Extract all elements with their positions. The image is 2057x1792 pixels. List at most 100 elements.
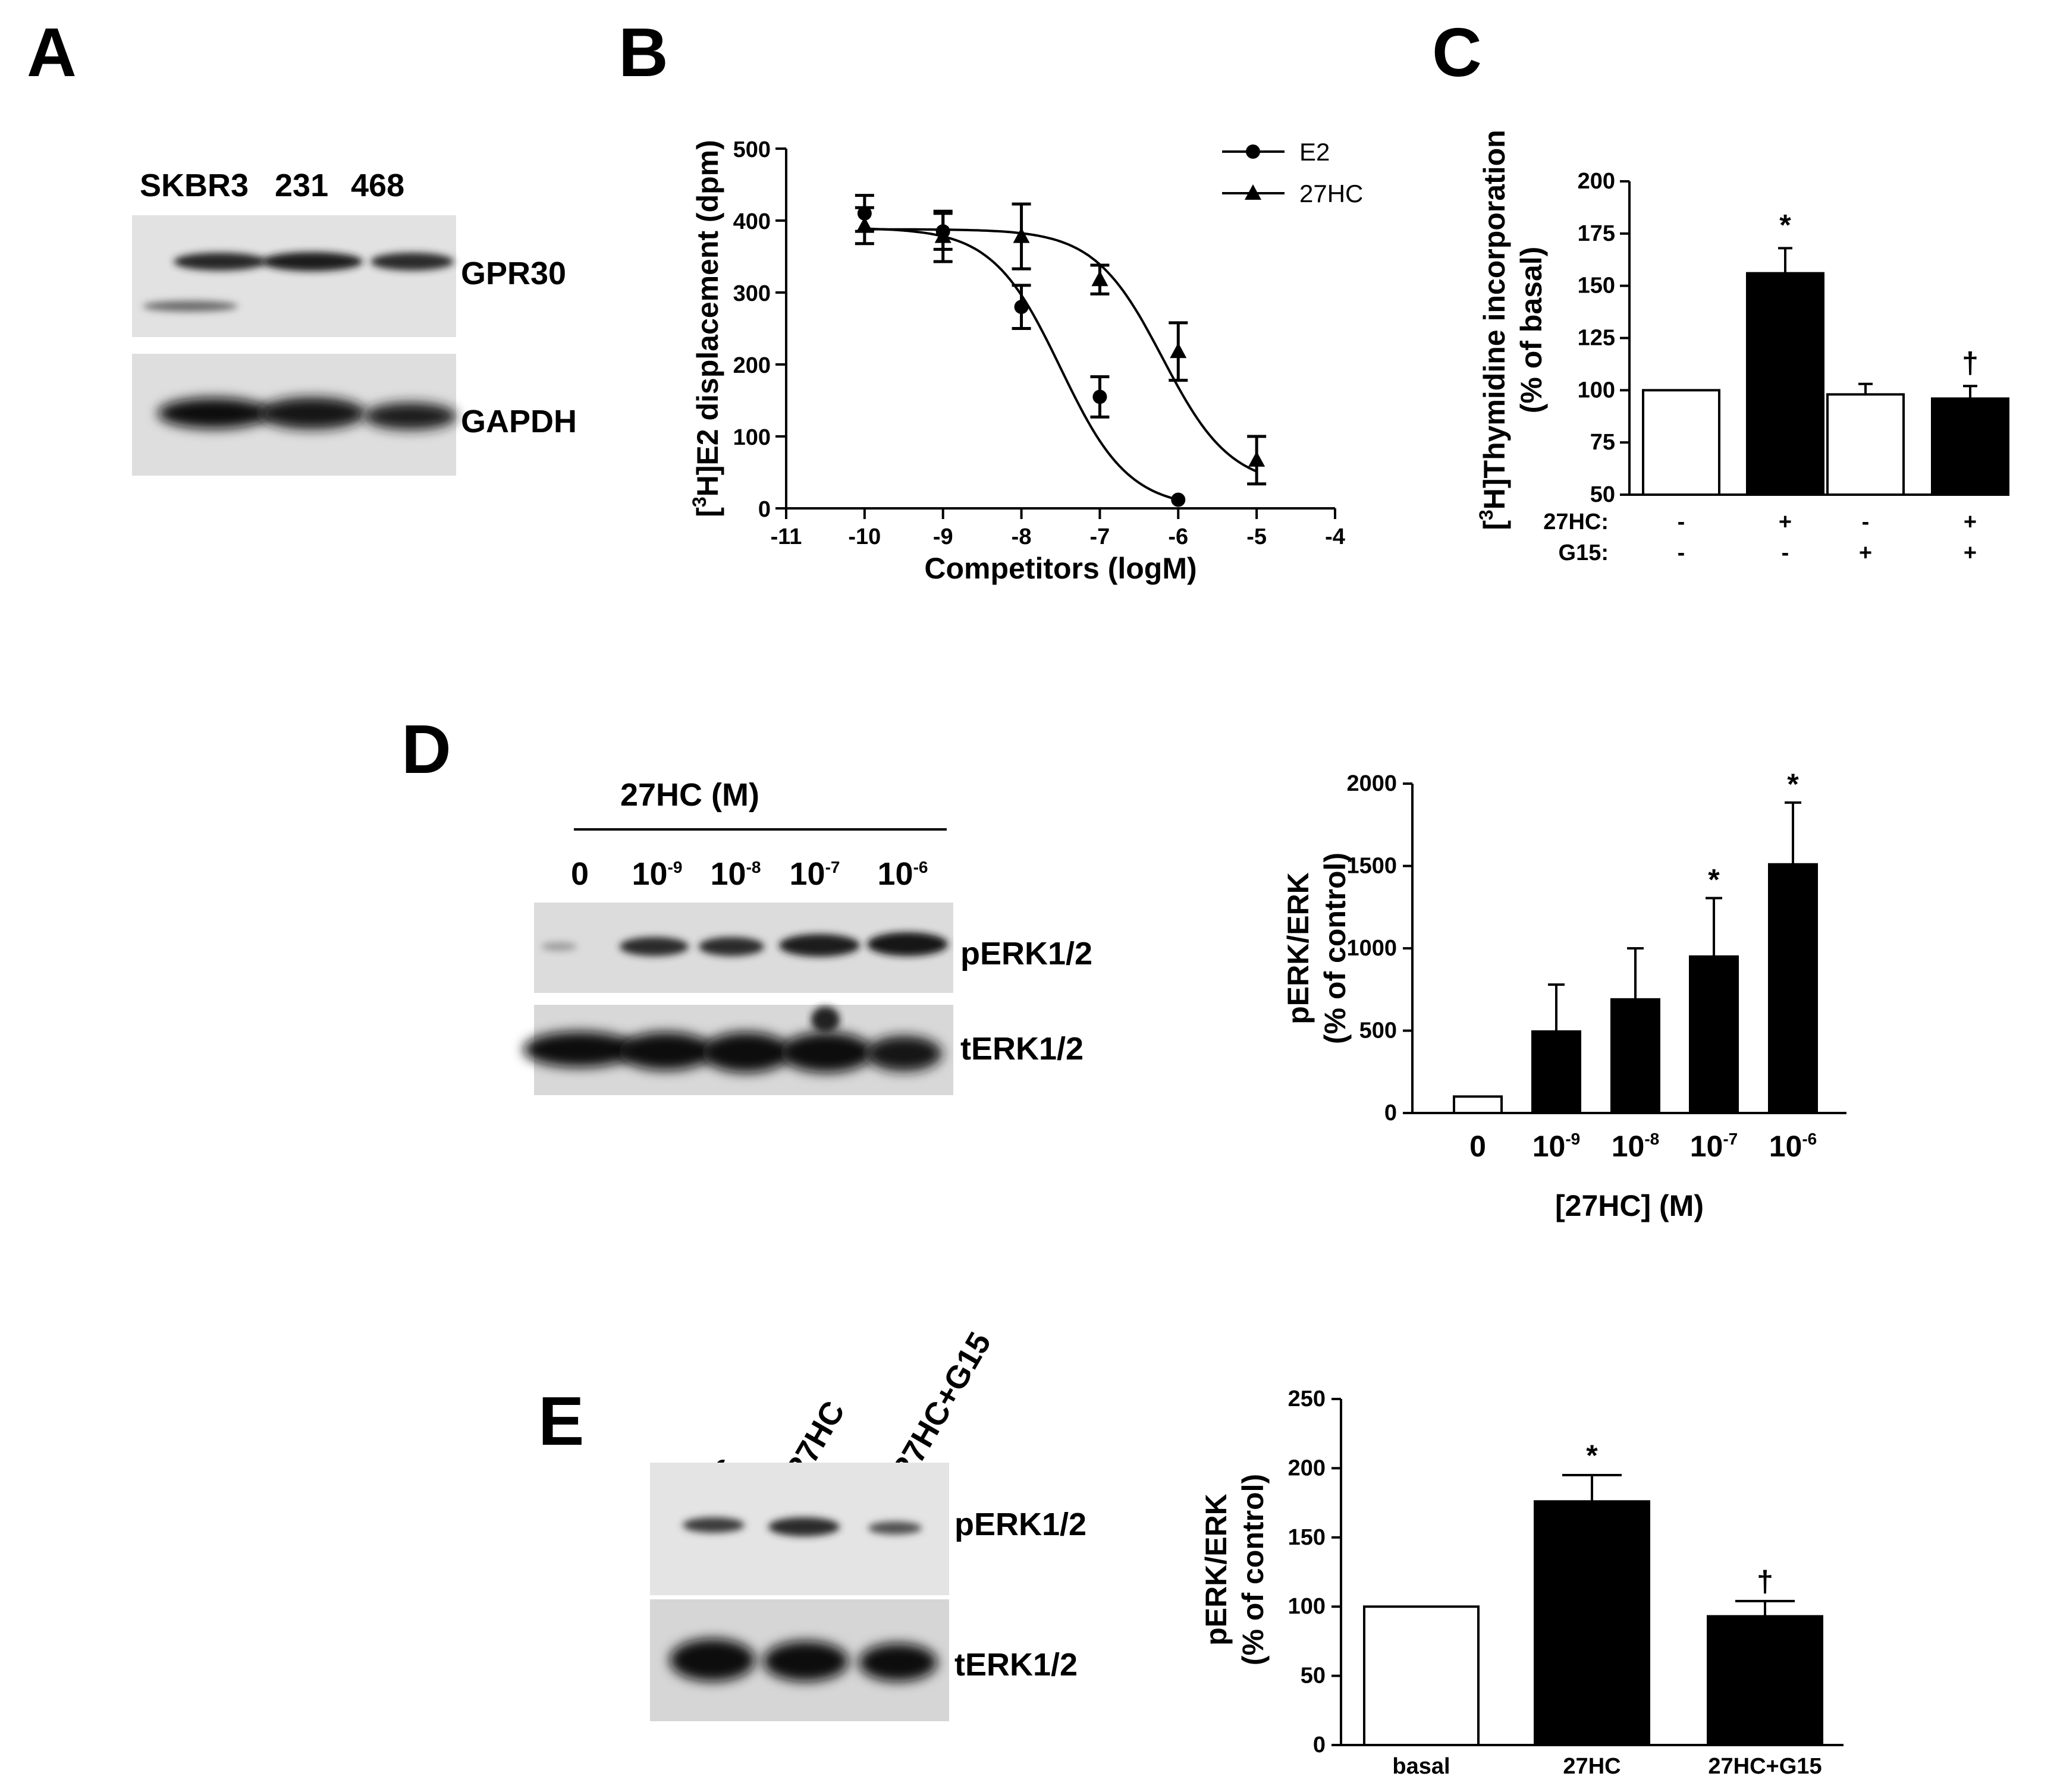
b-point-27hc <box>934 227 951 243</box>
d-y-tick-label: 1500 <box>1346 854 1397 879</box>
b-y-tick-label: 0 <box>758 497 771 522</box>
c-condition-mark: + <box>1779 510 1792 535</box>
e-bar <box>1534 1500 1650 1746</box>
d-y-axis-title-line1: pERK/ERK <box>1282 872 1315 1024</box>
lane-label-skbr3: SKBR3 <box>140 168 249 203</box>
lane-label-27hc-g15: 27HC+G15 <box>886 1326 998 1484</box>
c-condition-mark: - <box>1782 540 1789 565</box>
d-significance-mark: * <box>1708 863 1720 897</box>
band-label-gapdh: GAPDH <box>461 404 577 439</box>
b-fit-curve-27hc <box>864 228 1257 473</box>
b-legend-marker-e2 <box>1246 144 1260 159</box>
b-x-tick-label: -10 <box>848 524 881 549</box>
b-y-tick-label: 400 <box>733 209 771 234</box>
c-y-tick-label: 100 <box>1578 378 1615 403</box>
panel-letter-d: D <box>401 710 451 788</box>
d-x-tick-label: 10-6 <box>1769 1130 1817 1163</box>
c-condition-label: 27HC: <box>1543 510 1609 535</box>
e-y-tick-label: 250 <box>1288 1387 1326 1411</box>
panel-b: B 0 100 200 300 400 500 -11 -10 -9 -8 -7 -6 -5 -4 Comp… <box>618 14 1363 585</box>
d-y-tick-label: 1000 <box>1346 936 1397 961</box>
c-bar <box>1746 272 1824 496</box>
lane-label-231: 231 <box>275 168 328 203</box>
b-point-27hc <box>1091 271 1108 287</box>
e-significance-mark: † <box>1757 1565 1773 1598</box>
d-y-tick-label: 2000 <box>1346 771 1397 796</box>
b-x-tick-label: -7 <box>1090 524 1110 549</box>
blot-perk-d <box>534 903 953 993</box>
b-x-tick-label: -9 <box>933 524 953 549</box>
d-bar <box>1531 1030 1581 1115</box>
chart-e: 0 50 100 150 200 250 basal * 27HC † 27HC+G15 pERK/E… <box>1199 1387 1844 1779</box>
lane-label-d: 10-6 <box>878 856 928 892</box>
e-x-tick-label: 27HC+G15 <box>1708 1754 1822 1779</box>
lane-label-d: 10-9 <box>632 856 683 892</box>
b-x-tick-label: -8 <box>1012 524 1032 549</box>
blot-terk-e <box>650 1599 949 1721</box>
c-condition-mark: + <box>1964 540 1977 565</box>
b-x-axis-title: Competitors (logM) <box>924 552 1196 585</box>
panel-e: E c 27HC 27HC+G15 pERK1/2 tERK1/2 050100… <box>538 1326 1844 1779</box>
e-y-axis-title-line2: (% of control) <box>1236 1474 1270 1665</box>
d-bar <box>1453 1095 1503 1115</box>
c-y-axis-title-line2: (% of basal) <box>1515 247 1548 414</box>
treatment-header: 27HC (M) <box>620 777 759 813</box>
b-point-e2 <box>1092 389 1107 404</box>
c-y-tick-label: 200 <box>1578 169 1615 194</box>
panel-a: A SKBR3 231 468 GPR30 GAPDH <box>27 14 577 476</box>
band-label-perk-e: pERK1/2 <box>954 1507 1086 1542</box>
d-x-tick-label: 10-7 <box>1690 1130 1738 1163</box>
b-point-27hc <box>1013 227 1030 243</box>
lane-label-d: 10-7 <box>790 856 840 892</box>
b-y-axis-title: [3H]E2 displacement (dpm) <box>689 140 724 517</box>
b-y-tick-label: 200 <box>733 353 771 378</box>
c-bar <box>1931 397 2009 496</box>
b-y-tick-label: 100 <box>733 425 771 450</box>
b-y-tick-label: 300 <box>733 281 771 306</box>
e-bar <box>1707 1615 1823 1747</box>
b-x-tick-label: -4 <box>1325 524 1345 549</box>
c-condition-mark: + <box>1859 540 1872 565</box>
band-label-perk-d: pERK1/2 <box>960 936 1092 972</box>
b-point-27hc <box>1170 342 1187 359</box>
d-x-axis-title: [27HC] (M) <box>1555 1189 1704 1222</box>
c-y-axis-title-line1: [3H]Thymidine incorporation <box>1475 130 1511 530</box>
lane-label-d: 10-8 <box>711 856 761 892</box>
c-condition-mark: - <box>1678 510 1685 535</box>
blot-terk-d <box>523 1005 953 1095</box>
lane-label-468: 468 <box>351 168 404 203</box>
panel-c: C 50 75 100 125 150 175 200 * † 27HC: - + - + G15: - - + +… <box>1432 14 2009 565</box>
c-condition-mark: - <box>1678 540 1685 565</box>
d-y-tick-label: 0 <box>1384 1101 1397 1125</box>
blot-gapdh <box>132 354 457 476</box>
band-label-gpr30: GPR30 <box>461 256 566 291</box>
e-x-tick-label: basal <box>1392 1754 1450 1779</box>
band-label-terk-d: tERK1/2 <box>960 1031 1084 1067</box>
c-significance-mark: † <box>1962 346 1979 379</box>
c-y-tick-label: 75 <box>1590 430 1615 455</box>
panel-letter-a: A <box>27 14 77 91</box>
lane-label-d: 0 <box>571 856 589 892</box>
d-y-axis-title-line2: (% of control) <box>1318 853 1352 1044</box>
c-significance-mark: * <box>1779 208 1791 241</box>
b-legend-label-27hc: 27HC <box>1299 180 1363 208</box>
b-point-27hc <box>1248 451 1265 467</box>
blot-gpr30 <box>132 215 456 337</box>
b-x-tick-label: -5 <box>1246 524 1267 549</box>
b-legend-marker-27hc <box>1245 184 1261 200</box>
b-legend-label-e2: E2 <box>1299 138 1330 166</box>
e-y-tick-label: 100 <box>1288 1594 1326 1619</box>
b-point-e2 <box>1014 300 1029 315</box>
d-bar <box>1610 998 1660 1114</box>
e-y-tick-label: 200 <box>1288 1455 1326 1480</box>
c-bar <box>1826 393 1905 496</box>
lane-labels-d: 0 10-9 10-8 10-7 10-6 <box>571 856 928 892</box>
e-y-tick-label: 150 <box>1288 1525 1326 1550</box>
c-y-tick-label: 50 <box>1590 482 1615 507</box>
chart-b: 0 100 200 300 400 500 -11 -10 -9 -8 -7 -6 -5 -4 Compet… <box>689 137 1363 585</box>
d-x-tick-label: 0 <box>1469 1130 1486 1163</box>
blot-perk-e <box>650 1463 949 1595</box>
b-point-27hc <box>856 216 873 232</box>
e-x-tick-label: 27HC <box>1563 1754 1621 1779</box>
d-bar <box>1689 955 1739 1114</box>
